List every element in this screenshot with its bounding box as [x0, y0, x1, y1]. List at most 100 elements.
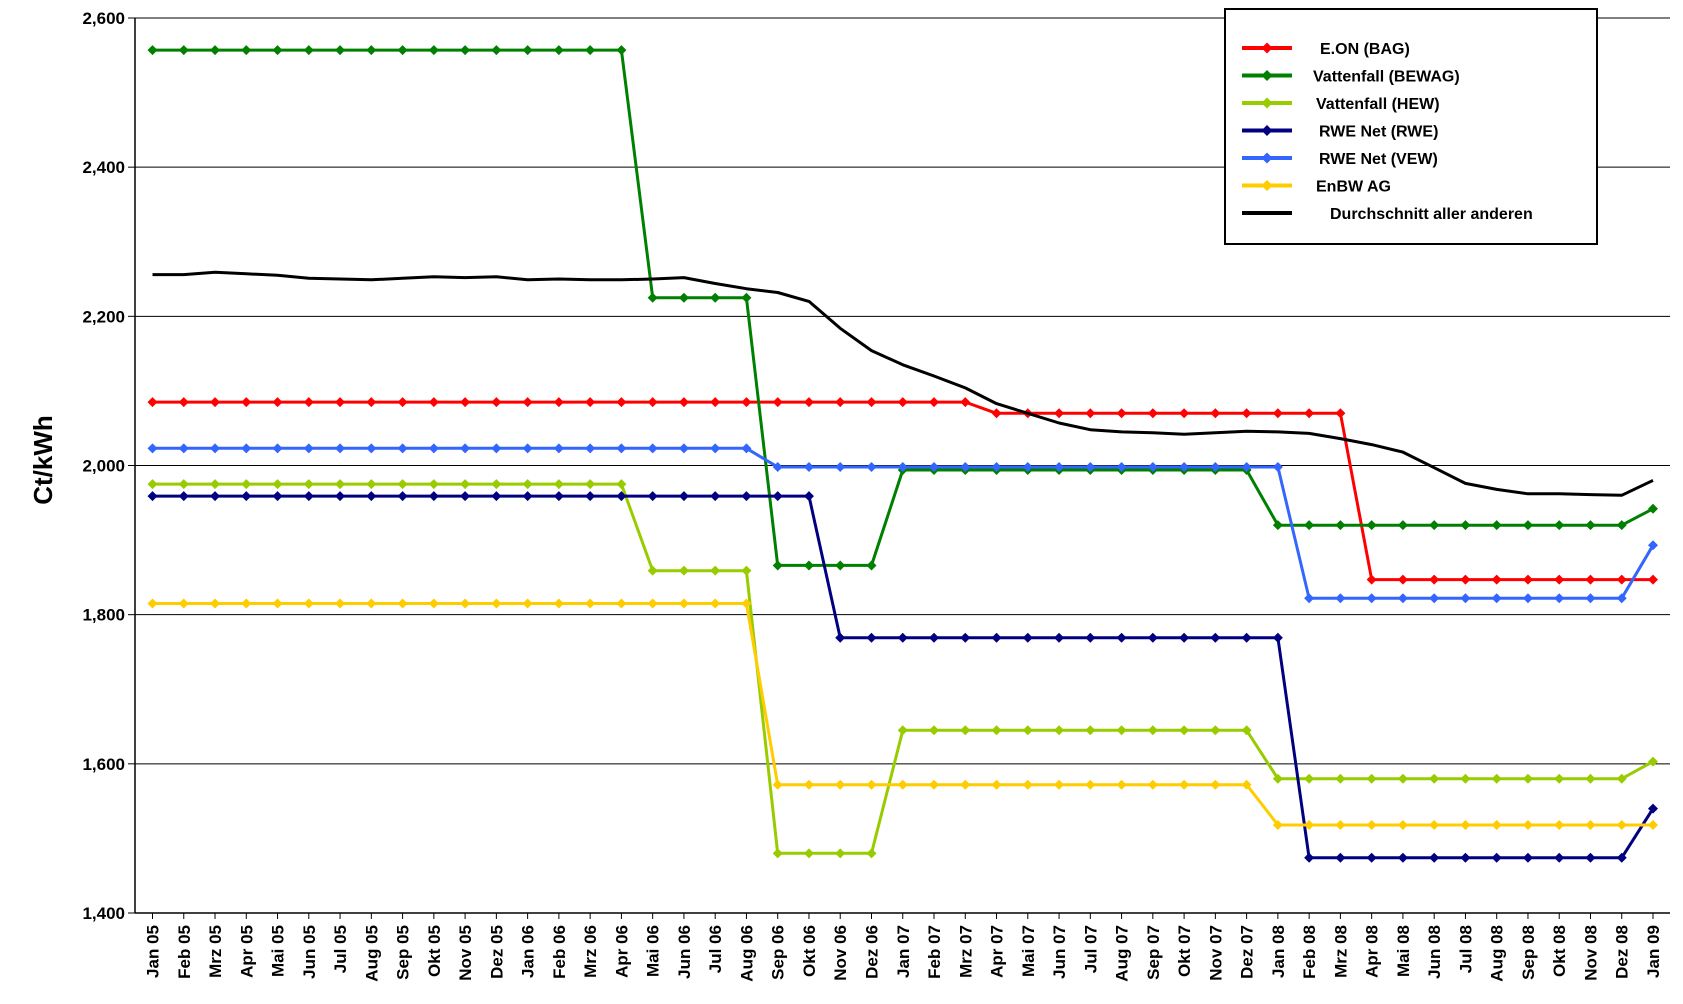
data-point: [303, 45, 314, 56]
data-point: [960, 779, 971, 790]
data-point: [803, 560, 814, 571]
data-point: [960, 632, 971, 643]
x-tick-label: Sep 08: [1519, 925, 1538, 980]
data-point: [866, 397, 877, 408]
data-point: [147, 598, 158, 609]
data-point: [1085, 461, 1096, 472]
data-point: [1022, 632, 1033, 643]
data-point: [522, 45, 533, 56]
series-rwe-net-vew: [147, 443, 1658, 604]
data-point: [647, 292, 658, 303]
x-tick-label: Dez 05: [487, 925, 506, 979]
data-point: [491, 397, 502, 408]
data-point: [1335, 593, 1346, 604]
legend-label: RWE Net (VEW): [1319, 151, 1438, 168]
data-point: [460, 45, 471, 56]
data-point: [616, 598, 627, 609]
data-point: [303, 443, 314, 454]
series-line: [152, 270, 1654, 497]
data-point: [1272, 773, 1283, 784]
legend-marker: [1261, 125, 1273, 136]
legend-item: Vattenfall (BEWAG): [1242, 69, 1460, 86]
data-point: [1554, 593, 1565, 604]
x-tick-label: Apr 06: [612, 925, 631, 978]
data-point: [1616, 819, 1627, 830]
data-point: [960, 725, 971, 736]
x-tick-label: Jul 07: [1081, 925, 1100, 973]
data-point: [647, 443, 658, 454]
data-point: [616, 397, 627, 408]
x-tick-label: Feb 07: [925, 925, 944, 979]
x-tick-label: Okt 08: [1550, 925, 1569, 977]
data-point: [178, 479, 189, 490]
data-point: [866, 848, 877, 859]
data-point: [1210, 725, 1221, 736]
x-tick-label: Mrz 08: [1331, 925, 1350, 978]
legend-item: RWE Net (RWE): [1242, 124, 1438, 141]
data-point: [929, 632, 940, 643]
data-point: [241, 443, 252, 454]
data-point: [460, 598, 471, 609]
data-point: [210, 443, 221, 454]
x-tick-label: Apr 05: [237, 925, 256, 978]
y-tick-label: 1,600: [82, 755, 125, 774]
data-point: [1304, 520, 1315, 531]
data-point: [1460, 819, 1471, 830]
data-point: [866, 461, 877, 472]
data-point: [1054, 725, 1065, 736]
data-point: [1585, 593, 1596, 604]
data-point: [1491, 520, 1502, 531]
data-point: [678, 491, 689, 502]
data-point: [772, 560, 783, 571]
data-point: [1210, 408, 1221, 419]
data-point: [991, 725, 1002, 736]
x-tick-label: Okt 05: [425, 925, 444, 977]
x-tick-label: Okt 07: [1175, 925, 1194, 977]
data-point: [710, 292, 721, 303]
data-point: [1179, 779, 1190, 790]
x-tick-label: Feb 06: [550, 925, 569, 979]
data-point: [303, 479, 314, 490]
data-point: [522, 479, 533, 490]
data-point: [1554, 520, 1565, 531]
data-point: [1648, 756, 1658, 767]
data-point: [335, 45, 346, 56]
data-point: [553, 443, 564, 454]
x-tick-label: Aug 06: [737, 925, 756, 982]
data-point: [397, 443, 408, 454]
data-point: [897, 779, 908, 790]
x-tick-label: Mai 06: [644, 925, 663, 977]
x-tick-label: Nov 07: [1206, 925, 1225, 981]
data-point: [1241, 408, 1252, 419]
x-tick-label: Dez 08: [1613, 925, 1632, 979]
data-point: [147, 397, 158, 408]
data-point: [147, 479, 158, 490]
data-point: [1179, 408, 1190, 419]
data-point: [1304, 593, 1315, 604]
data-point: [366, 598, 377, 609]
data-point: [1241, 461, 1252, 472]
data-point: [803, 848, 814, 859]
data-point: [1304, 819, 1315, 830]
data-point: [1241, 779, 1252, 790]
data-point: [1241, 725, 1252, 736]
data-point: [553, 45, 564, 56]
legend-label: Vattenfall (BEWAG): [1313, 69, 1460, 86]
data-point: [1304, 773, 1315, 784]
data-point: [241, 479, 252, 490]
data-point: [335, 491, 346, 502]
data-point: [428, 479, 439, 490]
x-tick-label: Jan 08: [1269, 925, 1288, 978]
data-point: [835, 461, 846, 472]
data-point: [397, 491, 408, 502]
data-point: [1147, 461, 1158, 472]
x-tick-label: Mrz 05: [206, 925, 225, 978]
data-point: [1054, 408, 1065, 419]
data-point: [147, 443, 158, 454]
x-tick-label: Dez 06: [862, 925, 881, 979]
data-point: [1147, 408, 1158, 419]
data-point: [178, 443, 189, 454]
data-point: [710, 565, 721, 576]
data-point: [1179, 725, 1190, 736]
data-point: [1022, 725, 1033, 736]
